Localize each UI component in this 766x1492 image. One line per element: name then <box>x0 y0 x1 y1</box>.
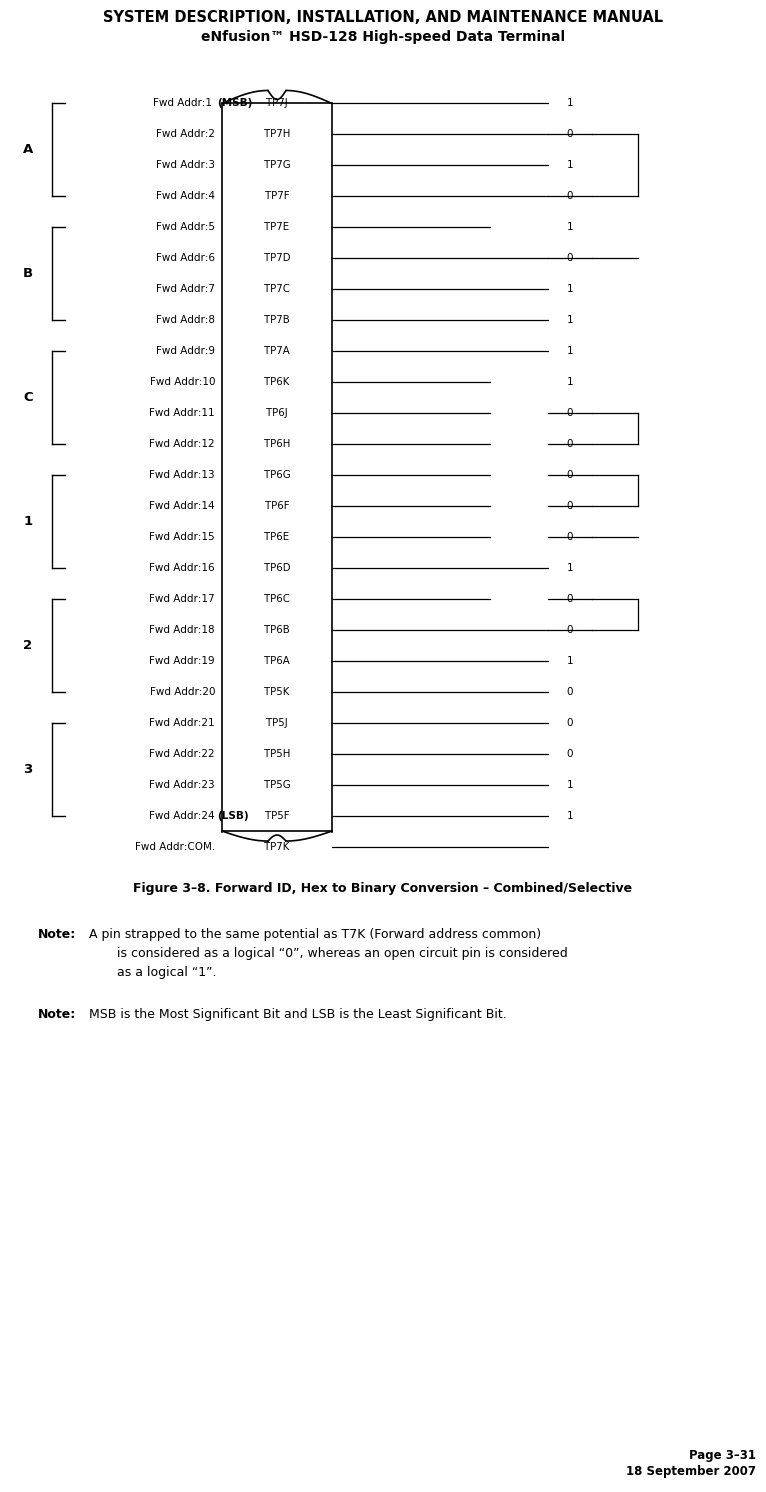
Text: TP7C: TP7C <box>264 285 290 294</box>
Text: TP7D: TP7D <box>264 254 290 263</box>
Text: Fwd Addr:14: Fwd Addr:14 <box>149 501 215 510</box>
Text: Fwd Addr:17: Fwd Addr:17 <box>149 594 215 604</box>
Text: 1: 1 <box>567 98 573 109</box>
Text: 1: 1 <box>567 346 573 357</box>
Text: 0: 0 <box>567 594 573 604</box>
Text: 18 September 2007: 18 September 2007 <box>626 1465 756 1479</box>
Text: 0: 0 <box>567 686 573 697</box>
Text: TP7F: TP7F <box>265 191 290 201</box>
Text: Fwd Addr:13: Fwd Addr:13 <box>149 470 215 480</box>
Text: Fwd Addr:8: Fwd Addr:8 <box>156 315 215 325</box>
Text: Fwd Addr:1: Fwd Addr:1 <box>152 98 215 109</box>
Text: (MSB): (MSB) <box>217 98 252 109</box>
Text: 0: 0 <box>567 191 573 201</box>
Text: TP5K: TP5K <box>264 686 290 697</box>
Text: TP5J: TP5J <box>266 718 288 728</box>
Text: 3: 3 <box>24 762 33 776</box>
Text: 0: 0 <box>567 130 573 139</box>
Text: 0: 0 <box>567 470 573 480</box>
Text: Fwd Addr:24: Fwd Addr:24 <box>149 810 215 821</box>
Text: Fwd Addr:23: Fwd Addr:23 <box>149 780 215 789</box>
Text: 1: 1 <box>567 780 573 789</box>
Text: 1: 1 <box>567 315 573 325</box>
Text: Fwd Addr:4: Fwd Addr:4 <box>156 191 215 201</box>
Text: Fwd Addr:2: Fwd Addr:2 <box>156 130 215 139</box>
Text: Fwd Addr:10: Fwd Addr:10 <box>149 377 215 386</box>
Text: TP6J: TP6J <box>266 409 288 418</box>
Text: 0: 0 <box>567 533 573 542</box>
Text: Fwd Addr:COM.: Fwd Addr:COM. <box>135 841 215 852</box>
Text: 0: 0 <box>567 254 573 263</box>
Text: TP6K: TP6K <box>264 377 290 386</box>
Text: Fwd Addr:11: Fwd Addr:11 <box>149 409 215 418</box>
Text: TP6E: TP6E <box>264 533 290 542</box>
Text: TP6G: TP6G <box>264 470 290 480</box>
Text: SYSTEM DESCRIPTION, INSTALLATION, AND MAINTENANCE MANUAL: SYSTEM DESCRIPTION, INSTALLATION, AND MA… <box>103 10 663 25</box>
Text: TP7A: TP7A <box>264 346 290 357</box>
Text: 1: 1 <box>24 515 33 528</box>
Text: 0: 0 <box>567 718 573 728</box>
Text: Fwd Addr:3: Fwd Addr:3 <box>156 161 215 170</box>
Text: TP7E: TP7E <box>264 222 290 233</box>
Text: 1: 1 <box>567 656 573 665</box>
Text: TP6A: TP6A <box>264 656 290 665</box>
Text: Fwd Addr:18: Fwd Addr:18 <box>149 625 215 634</box>
Text: Fwd Addr:6: Fwd Addr:6 <box>156 254 215 263</box>
Text: TP7K: TP7K <box>264 841 290 852</box>
Text: Fwd Addr:20: Fwd Addr:20 <box>149 686 215 697</box>
Text: 1: 1 <box>567 562 573 573</box>
Text: B: B <box>23 267 33 280</box>
Text: A pin strapped to the same potential as T7K (Forward address common): A pin strapped to the same potential as … <box>85 928 541 941</box>
Text: 0: 0 <box>567 749 573 758</box>
Text: TP6B: TP6B <box>264 625 290 634</box>
Text: 0: 0 <box>567 409 573 418</box>
Bar <box>222 103 332 831</box>
Text: 0: 0 <box>567 501 573 510</box>
Text: TP5H: TP5H <box>264 749 290 758</box>
Text: is considered as a logical “0”, whereas an open circuit pin is considered: is considered as a logical “0”, whereas … <box>85 947 568 959</box>
Text: 2: 2 <box>24 639 33 652</box>
Text: TP6H: TP6H <box>264 439 290 449</box>
Text: Page 3–31: Page 3–31 <box>689 1449 756 1462</box>
Text: Fwd Addr:19: Fwd Addr:19 <box>149 656 215 665</box>
Text: 1: 1 <box>567 285 573 294</box>
Text: TP6C: TP6C <box>264 594 290 604</box>
Text: 0: 0 <box>567 625 573 634</box>
Text: Fwd Addr:21: Fwd Addr:21 <box>149 718 215 728</box>
Text: Fwd Addr:5: Fwd Addr:5 <box>156 222 215 233</box>
Text: Fwd Addr:9: Fwd Addr:9 <box>156 346 215 357</box>
Text: TP7J: TP7J <box>266 98 288 109</box>
Text: 1: 1 <box>567 377 573 386</box>
Text: A: A <box>23 143 33 157</box>
Text: Figure 3–8. Forward ID, Hex to Binary Conversion – Combined/Selective: Figure 3–8. Forward ID, Hex to Binary Co… <box>133 882 633 895</box>
Text: Fwd Addr:22: Fwd Addr:22 <box>149 749 215 758</box>
Text: Fwd Addr:12: Fwd Addr:12 <box>149 439 215 449</box>
Text: TP7B: TP7B <box>264 315 290 325</box>
Text: TP7G: TP7G <box>264 161 290 170</box>
Text: Fwd Addr:7: Fwd Addr:7 <box>156 285 215 294</box>
Text: TP5G: TP5G <box>264 780 290 789</box>
Text: (LSB): (LSB) <box>217 810 249 821</box>
Text: MSB is the Most Significant Bit and LSB is the Least Significant Bit.: MSB is the Most Significant Bit and LSB … <box>85 1009 507 1021</box>
Text: Note:: Note: <box>38 928 77 941</box>
Text: TP7H: TP7H <box>264 130 290 139</box>
Text: TP6F: TP6F <box>265 501 290 510</box>
Text: 0: 0 <box>567 439 573 449</box>
Text: eNfusion™ HSD-128 High-speed Data Terminal: eNfusion™ HSD-128 High-speed Data Termin… <box>201 30 565 43</box>
Text: 1: 1 <box>567 810 573 821</box>
Text: 1: 1 <box>567 222 573 233</box>
Text: TP6D: TP6D <box>264 562 290 573</box>
Text: Fwd Addr:16: Fwd Addr:16 <box>149 562 215 573</box>
Text: TP5F: TP5F <box>265 810 290 821</box>
Text: Fwd Addr:15: Fwd Addr:15 <box>149 533 215 542</box>
Text: Note:: Note: <box>38 1009 77 1021</box>
Text: 1: 1 <box>567 161 573 170</box>
Text: C: C <box>23 391 33 404</box>
Text: as a logical “1”.: as a logical “1”. <box>85 965 217 979</box>
